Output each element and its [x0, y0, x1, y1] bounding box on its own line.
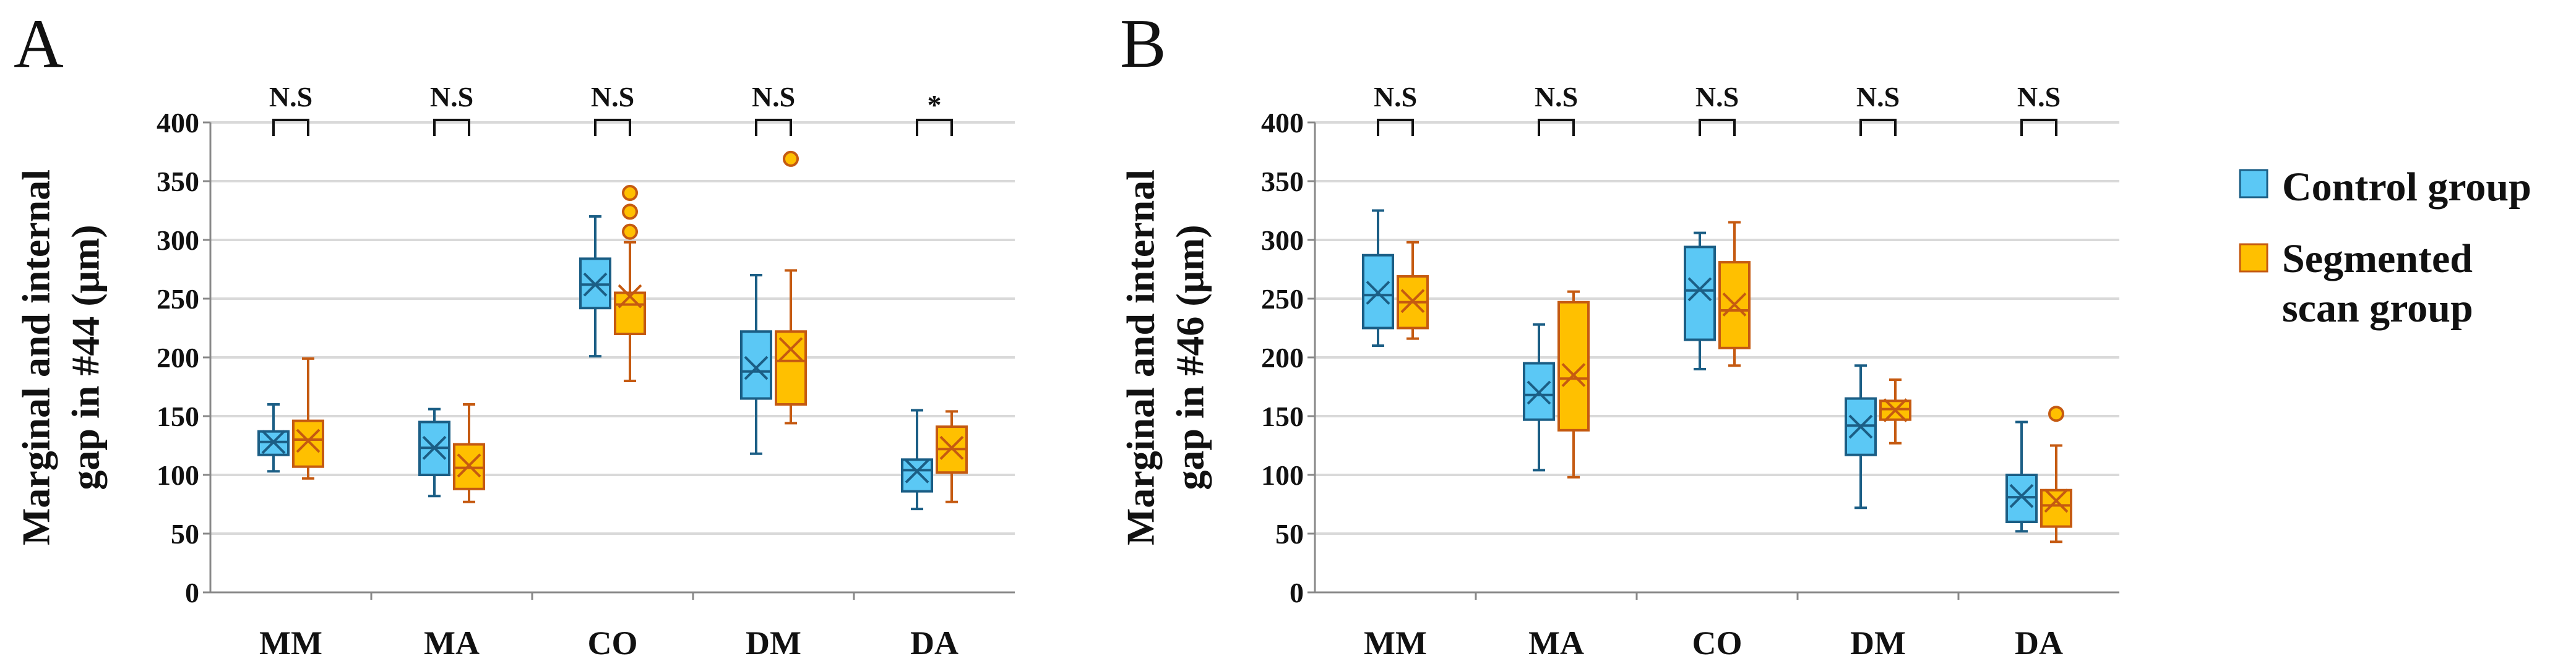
legend-label-segmented-line1: Segmented: [2282, 236, 2473, 281]
y-tick-label: 150: [1261, 401, 1304, 432]
y-tick-label: 200: [1261, 342, 1304, 373]
box-control: [740, 330, 772, 400]
outlier-point-segmented: [783, 150, 799, 167]
mean-marker-control: [1687, 277, 1712, 302]
y-tick-label: 400: [157, 107, 199, 139]
x-category-label: MM: [1364, 625, 1427, 661]
significance-label: N.S: [1374, 81, 1417, 113]
significance-bracket: [916, 119, 953, 136]
significance-label: N.S: [1856, 81, 1900, 113]
box-segmented: [775, 330, 807, 406]
significance-bracket: [433, 119, 470, 136]
y-tick-label: 150: [157, 401, 199, 432]
y-tick-label: 350: [1261, 166, 1304, 197]
significance-label: N.S: [591, 81, 634, 113]
box-control: [1684, 245, 1716, 341]
chart-panel-b: B Marginal and internal gap in #46 (μm) 0 50…: [1119, 6, 2119, 661]
mean-marker-segmented: [2044, 488, 2069, 513]
x-category-label: MA: [1528, 625, 1584, 661]
x-category-label: DM: [746, 625, 801, 661]
x-category-label: CO: [1692, 625, 1742, 661]
legend-swatch-control: [2239, 169, 2268, 198]
y-tick-label: 50: [171, 518, 199, 550]
y-axis-title-line2: gap in #44 (μm): [64, 224, 108, 490]
significance-label: N.S: [1535, 81, 1578, 113]
mean-marker-segmented: [1400, 289, 1425, 313]
y-axis-title-line2: gap in #46 (μm): [1168, 224, 1212, 490]
significance-bracket: [1699, 119, 1736, 136]
x-category-label: DA: [910, 625, 958, 661]
outlier-point-segmented: [622, 203, 638, 220]
significance-label: N.S: [2017, 81, 2061, 113]
y-tick-label: 350: [157, 166, 199, 197]
y-tick-label: 400: [1261, 107, 1304, 139]
mean-marker-control: [1527, 380, 1551, 405]
y-tick-label: 250: [157, 283, 199, 315]
x-category-label: MA: [424, 625, 480, 661]
outlier-point-segmented: [2048, 406, 2064, 422]
mean-marker-segmented: [457, 453, 481, 478]
x-category-label: MM: [259, 625, 322, 661]
mean-marker-control: [1848, 414, 1873, 439]
y-axis-title-line1: Marginal and internal: [14, 169, 58, 545]
mean-marker-control: [583, 272, 608, 297]
significance-bracket: [594, 119, 631, 136]
mean-marker-control: [422, 435, 447, 460]
panel-label: B: [1120, 6, 1166, 82]
y-tick-label: 0: [1290, 577, 1304, 608]
box-segmented: [2040, 488, 2072, 528]
y-tick-label: 250: [1261, 283, 1304, 315]
mean-marker-segmented: [1561, 363, 1586, 387]
mean-marker-control: [905, 459, 929, 484]
panel-label: A: [14, 6, 64, 82]
x-category-label: DM: [1850, 625, 1906, 661]
mean-marker-segmented: [296, 429, 321, 453]
mean-marker-control: [2009, 484, 2034, 508]
x-category-label: DA: [2015, 625, 2063, 661]
y-axis-title-line1: Marginal and internal: [1119, 169, 1163, 545]
mean-marker-segmented: [778, 337, 803, 362]
y-tick-label: 0: [185, 577, 199, 608]
y-tick-label: 50: [1275, 518, 1304, 550]
significance-bracket: [1859, 119, 1897, 136]
significance-bracket: [1538, 119, 1575, 136]
box-segmented: [292, 419, 324, 468]
y-tick-label: 300: [157, 224, 199, 256]
significance-bracket: [1377, 119, 1414, 136]
y-tick-label: 300: [1261, 224, 1304, 256]
y-tick-label: 100: [157, 459, 199, 491]
significance-label: *: [928, 89, 942, 121]
box-segmented: [614, 291, 646, 335]
significance-bracket: [272, 119, 309, 136]
x-category-label: CO: [588, 625, 638, 661]
legend-label-control: Control group: [2282, 164, 2531, 210]
mean-marker-segmented: [1722, 292, 1747, 317]
mean-marker-control: [1366, 281, 1390, 305]
y-tick-label: 200: [157, 342, 199, 373]
significance-label: N.S: [430, 81, 473, 113]
mean-marker-control: [744, 356, 769, 380]
mean-marker-control: [261, 430, 286, 454]
chart-panel-a: A Marginal and internal gap in #44 (μm) 0 50…: [14, 6, 1015, 661]
mean-marker-segmented: [618, 284, 642, 309]
mean-marker-segmented: [1883, 398, 1908, 422]
legend-swatch-segmented: [2239, 243, 2268, 273]
mean-marker-segmented: [939, 435, 964, 460]
y-tick-label: 100: [1261, 459, 1304, 491]
significance-label: N.S: [1695, 81, 1739, 113]
legend: Control group Segmented scan group: [2239, 164, 2531, 331]
significance-bracket: [2020, 119, 2057, 136]
significance-label: N.S: [752, 81, 795, 113]
legend-label-segmented-line2: scan group: [2282, 286, 2473, 331]
box-control: [901, 458, 933, 493]
significance-bracket: [755, 119, 792, 136]
outlier-point-segmented: [622, 223, 638, 240]
significance-label: N.S: [269, 81, 312, 113]
outlier-point-segmented: [622, 185, 638, 201]
